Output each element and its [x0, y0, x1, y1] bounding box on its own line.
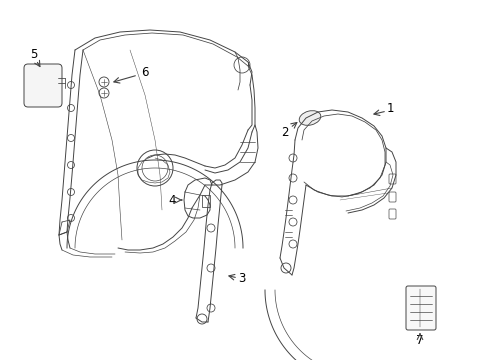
Text: 7: 7 [415, 333, 423, 346]
Text: 6: 6 [141, 66, 148, 78]
Text: 4: 4 [168, 194, 175, 207]
Text: 3: 3 [238, 271, 245, 284]
Text: 2: 2 [281, 126, 288, 139]
FancyBboxPatch shape [24, 64, 62, 107]
FancyBboxPatch shape [388, 174, 395, 184]
FancyBboxPatch shape [388, 192, 395, 202]
FancyBboxPatch shape [388, 209, 395, 219]
FancyBboxPatch shape [202, 195, 209, 207]
Text: 1: 1 [386, 102, 393, 114]
FancyBboxPatch shape [405, 286, 435, 330]
Text: 5: 5 [30, 49, 38, 62]
Ellipse shape [299, 111, 320, 125]
